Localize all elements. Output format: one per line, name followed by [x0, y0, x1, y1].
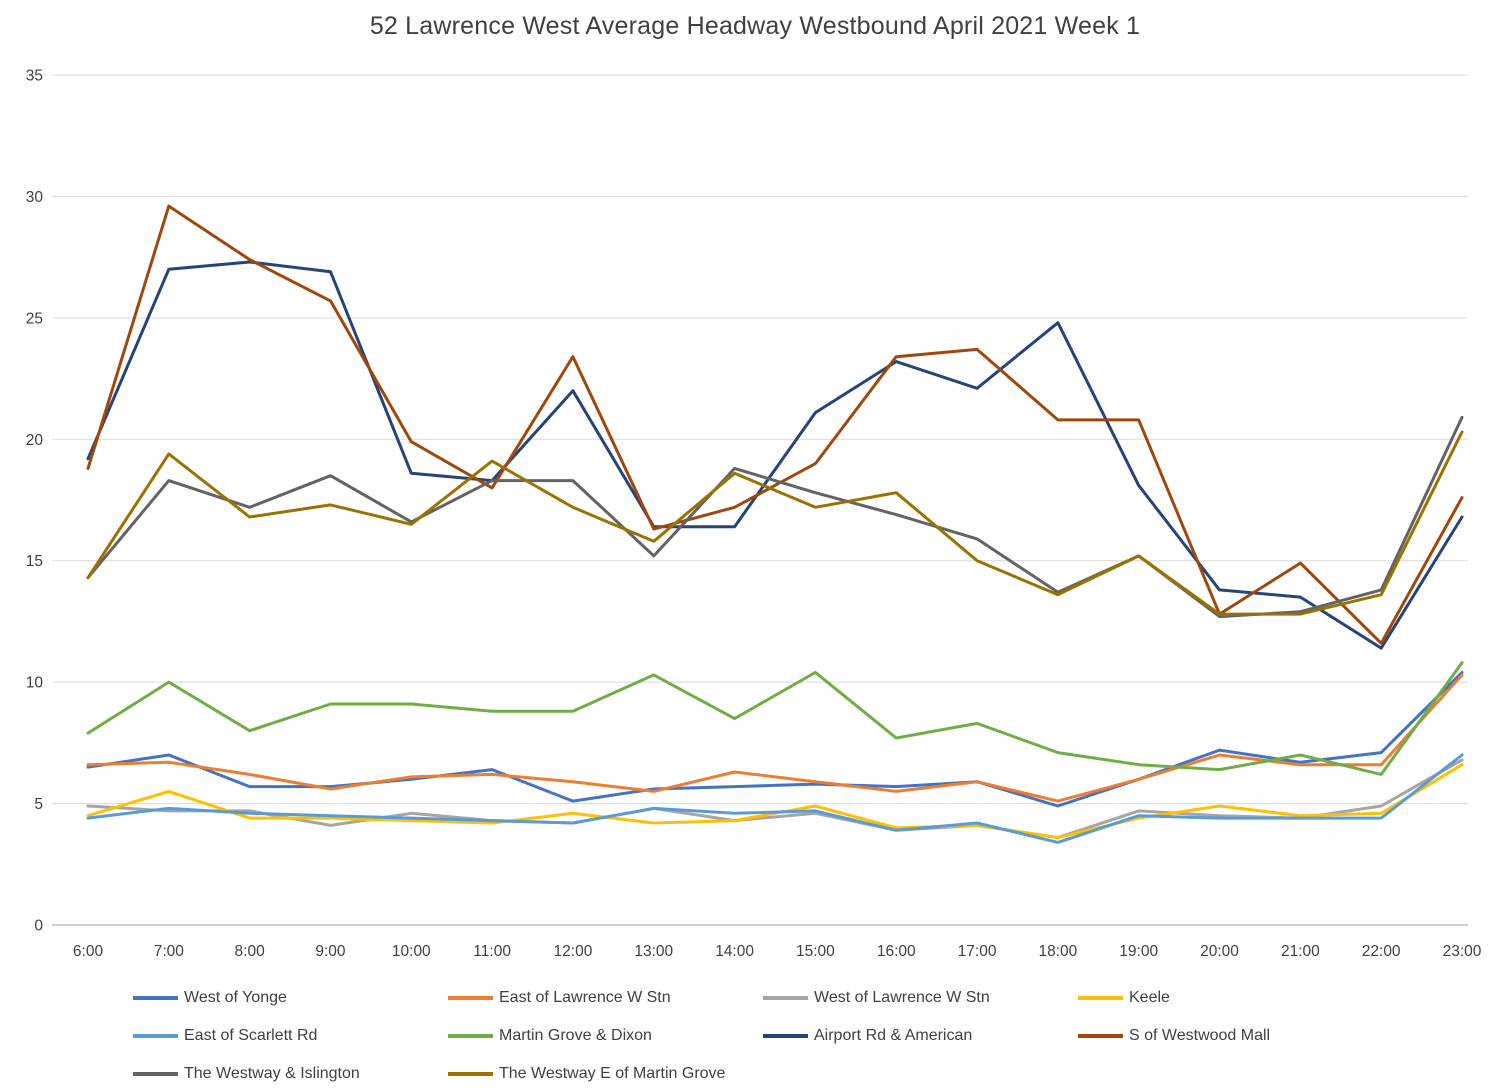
legend-label: East of Scarlett Rd [184, 1027, 318, 1044]
series-line-east-of-lawrence-w-stn [86, 673, 1464, 803]
legend-swatch [763, 996, 808, 1000]
legend-item[interactable]: West of Yonge [133, 986, 448, 1010]
y-tick-label: 30 [26, 189, 44, 206]
legend-item[interactable]: Airport Rd & American [763, 1024, 1078, 1048]
legend-item[interactable]: West of Lawrence W Stn [763, 986, 1078, 1010]
series-line-martin-grove-dixon [86, 661, 1464, 776]
legend-item[interactable]: East of Scarlett Rd [133, 1024, 448, 1048]
legend-item[interactable]: The Westway E of Martin Grove [448, 1062, 763, 1086]
legend-item[interactable]: Keele [1078, 986, 1393, 1010]
legend-label: West of Lawrence W Stn [814, 989, 990, 1006]
x-tick-label: 8:00 [235, 943, 266, 960]
x-tick-label: 7:00 [154, 943, 185, 960]
legend-label: S of Westwood Mall [1129, 1027, 1271, 1044]
legend-item[interactable]: East of Lawrence W Stn [448, 986, 763, 1010]
x-tick-label: 21:00 [1281, 943, 1320, 960]
legend-swatch [448, 1072, 493, 1076]
x-tick-label: 18:00 [1038, 943, 1077, 960]
legend-label: Airport Rd & American [814, 1027, 973, 1044]
legend: West of Yonge East of Lawrence W Stn West … [0, 986, 1510, 1086]
legend-item[interactable]: S of Westwood Mall [1078, 1024, 1393, 1048]
y-tick-label: 25 [26, 310, 43, 327]
plot-area: 0 5 10 15 20 25 30 35 6:00 7:00 8:00 9:00 10:00 11:00… [26, 68, 1482, 961]
legend-swatch [133, 1072, 178, 1076]
y-tick-label: 20 [26, 432, 44, 449]
legend-swatch [1078, 996, 1123, 1000]
x-tick-label: 22:00 [1362, 943, 1401, 960]
series-line-airport-rd-american [86, 260, 1464, 650]
x-tick-label: 12:00 [554, 943, 593, 960]
y-tick-label: 15 [26, 553, 43, 570]
x-tick-label: 10:00 [392, 943, 431, 960]
series-line-the-westway-e-of-martin-grove [86, 430, 1464, 616]
legend-label: The Westway & Islington [184, 1065, 360, 1082]
legend-swatch [133, 1034, 178, 1038]
legend-label: The Westway E of Martin Grove [499, 1065, 726, 1082]
legend-item[interactable]: The Westway & Islington [133, 1062, 448, 1086]
y-tick-label: 0 [34, 918, 43, 935]
legend-label: East of Lawrence W Stn [499, 989, 671, 1006]
legend-swatch [763, 1034, 808, 1038]
x-tick-label: 11:00 [473, 943, 511, 960]
x-tick-label: 9:00 [315, 943, 346, 960]
series-line-the-westway-islington [86, 415, 1464, 619]
x-tick-label: 17:00 [958, 943, 997, 960]
x-tick-label: 23:00 [1443, 943, 1482, 960]
series-line-east-of-scarlett-rd [86, 753, 1464, 844]
series-line-s-of-westwood-mall [86, 204, 1464, 645]
x-tick-label: 15:00 [796, 943, 835, 960]
legend-swatch [1078, 1034, 1123, 1038]
legend-item[interactable]: Martin Grove & Dixon [448, 1024, 763, 1048]
y-tick-label: 5 [34, 796, 43, 813]
x-tick-label: 19:00 [1119, 943, 1158, 960]
legend-label: Keele [1129, 989, 1170, 1006]
legend-label: Martin Grove & Dixon [499, 1027, 652, 1044]
legend-label: West of Yonge [184, 989, 287, 1006]
legend-swatch [448, 1034, 493, 1038]
x-tick-label: 14:00 [715, 943, 754, 960]
chart-title: 52 Lawrence West Average Headway Westbou… [369, 12, 1141, 40]
legend-swatch [133, 996, 178, 1000]
x-tick-label: 20:00 [1200, 943, 1239, 960]
x-tick-label: 6:00 [73, 943, 104, 960]
x-tick-label: 13:00 [634, 943, 673, 960]
series-line-west-of-yonge [86, 670, 1464, 808]
y-tick-label: 10 [26, 675, 44, 692]
series-line-west-of-lawrence-w-stn [86, 758, 1464, 840]
y-tick-label: 35 [26, 68, 43, 85]
x-tick-label: 16:00 [877, 943, 916, 960]
legend-swatch [448, 996, 493, 1000]
